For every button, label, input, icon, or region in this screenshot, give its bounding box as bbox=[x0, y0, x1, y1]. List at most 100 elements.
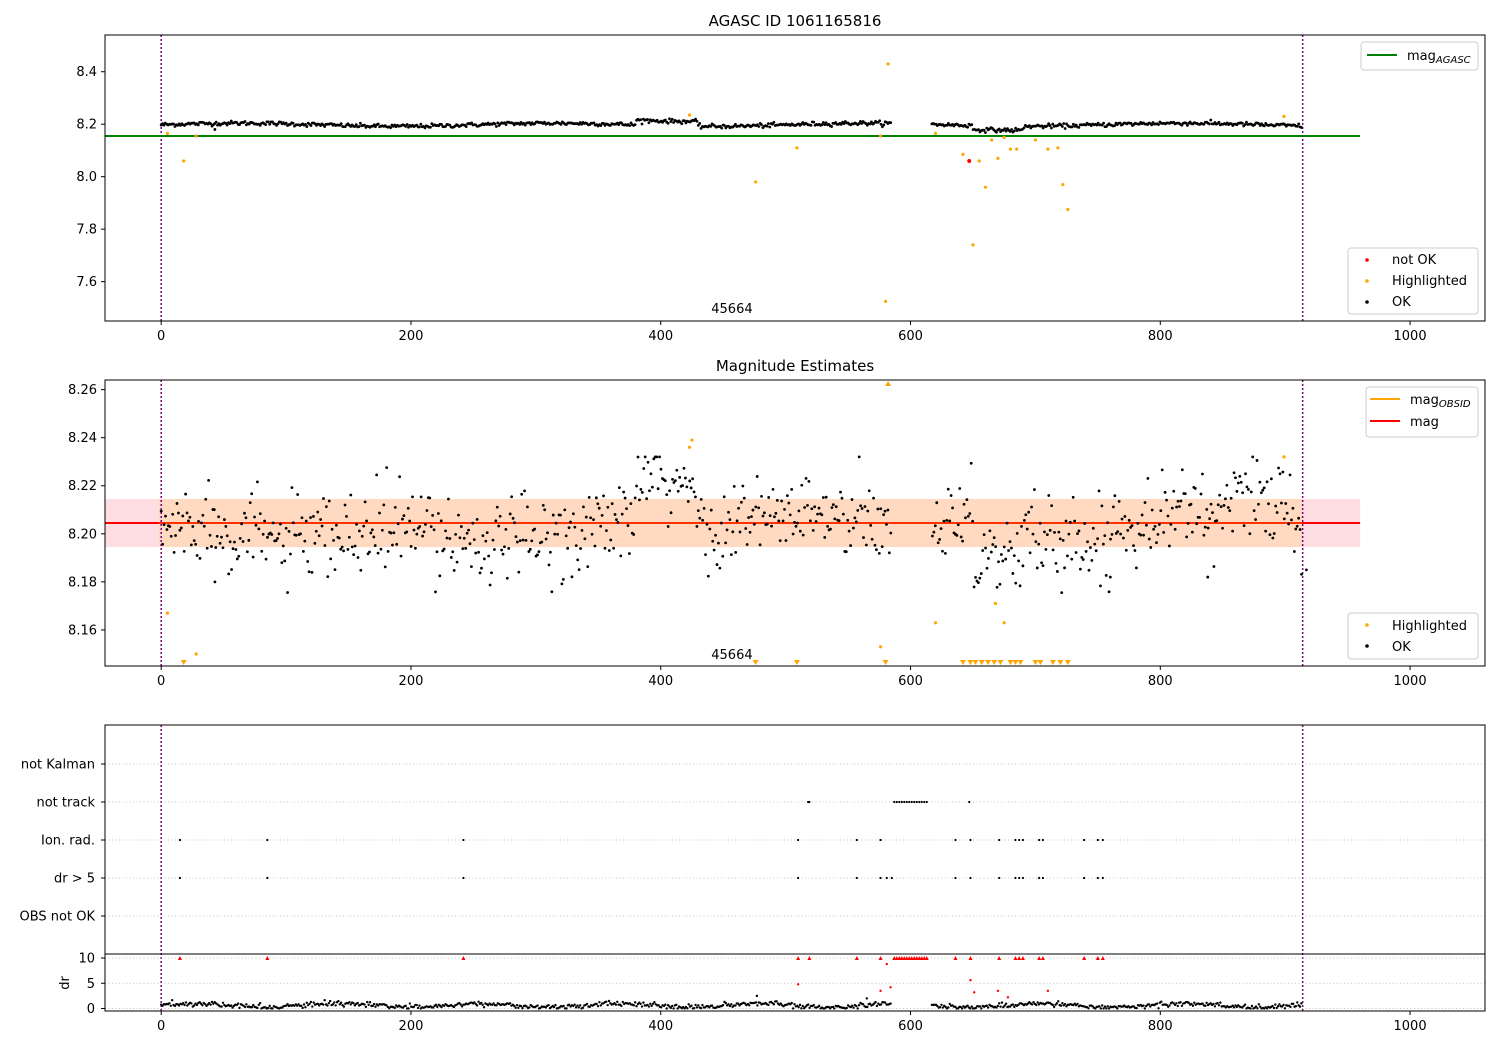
ok-point bbox=[1063, 127, 1067, 130]
dr-point bbox=[203, 1002, 207, 1006]
ok-point bbox=[419, 495, 423, 499]
ok-point bbox=[699, 126, 703, 130]
ok-point bbox=[1236, 481, 1240, 485]
ok-point bbox=[540, 540, 544, 544]
highlighted-point bbox=[754, 180, 758, 184]
ok-point bbox=[594, 496, 598, 500]
ok-point bbox=[1064, 519, 1068, 523]
ok-point bbox=[1071, 495, 1075, 499]
ok-point bbox=[639, 118, 643, 122]
dr-point bbox=[1061, 1002, 1064, 1005]
ok-point bbox=[868, 122, 872, 126]
ok-point bbox=[663, 118, 667, 122]
ok-point bbox=[271, 521, 275, 525]
ok-point bbox=[240, 522, 244, 526]
ok-point bbox=[187, 519, 190, 523]
dr-point bbox=[1298, 1005, 1302, 1008]
ok-point bbox=[1066, 554, 1069, 558]
dr-outlier-point bbox=[755, 994, 759, 998]
ok-point bbox=[1280, 501, 1283, 505]
ok-point bbox=[251, 555, 255, 559]
dr-point bbox=[1073, 1002, 1076, 1005]
below-range-marker bbox=[793, 660, 800, 665]
ok-point bbox=[168, 525, 172, 528]
dr-point bbox=[562, 1004, 565, 1008]
ok-point bbox=[395, 542, 399, 546]
highlighted-point bbox=[795, 146, 799, 150]
ok-point bbox=[268, 122, 272, 126]
x-tick-label: 800 bbox=[1148, 674, 1173, 689]
ok-point bbox=[666, 121, 670, 125]
dr-point bbox=[186, 1004, 189, 1007]
flag-point bbox=[998, 876, 1001, 880]
ok-point bbox=[1002, 545, 1006, 549]
dr-point bbox=[173, 1004, 177, 1008]
ok-point bbox=[378, 511, 381, 515]
ok-point bbox=[694, 117, 697, 121]
ok-point bbox=[374, 125, 377, 129]
dr-point bbox=[772, 1003, 776, 1006]
ok-point bbox=[543, 508, 547, 512]
ok-point bbox=[970, 123, 974, 127]
ok-point bbox=[1244, 472, 1247, 476]
dr-point bbox=[1235, 1005, 1239, 1009]
ok-point bbox=[623, 496, 627, 500]
ok-point bbox=[889, 121, 893, 125]
ok-point bbox=[808, 519, 812, 523]
highlighted-point bbox=[1002, 621, 1006, 625]
ok-point bbox=[1123, 515, 1127, 518]
highlighted-point bbox=[983, 185, 988, 189]
ok-point bbox=[666, 525, 670, 528]
ok-point bbox=[758, 543, 762, 547]
ok-point bbox=[530, 539, 534, 543]
ok-point bbox=[301, 549, 305, 553]
ok-point bbox=[773, 515, 776, 519]
ok-point bbox=[1209, 118, 1213, 122]
ok-point bbox=[1232, 471, 1236, 475]
ok-point bbox=[649, 472, 653, 476]
ok-point bbox=[370, 528, 374, 532]
dr-point bbox=[1008, 1005, 1012, 1008]
ok-point bbox=[935, 501, 939, 505]
ok-point bbox=[462, 536, 466, 540]
ok-point bbox=[704, 553, 707, 557]
ok-point bbox=[728, 518, 732, 522]
dr-point bbox=[754, 1001, 758, 1004]
dr-point bbox=[364, 1005, 368, 1009]
dr-point bbox=[1036, 1001, 1039, 1004]
dr-point bbox=[987, 1006, 990, 1009]
ok-point bbox=[312, 515, 315, 518]
dr-point bbox=[1168, 1004, 1171, 1007]
dr-point bbox=[1231, 1004, 1234, 1007]
dr-point bbox=[632, 1004, 635, 1007]
dr-point bbox=[477, 1000, 480, 1003]
ok-point bbox=[411, 495, 414, 499]
ok-point bbox=[669, 511, 673, 515]
ok-point bbox=[564, 534, 568, 538]
ok-point bbox=[1045, 533, 1049, 537]
ok-point bbox=[179, 526, 183, 530]
dr-point bbox=[1055, 1002, 1059, 1005]
flag-point bbox=[1014, 838, 1017, 842]
ok-point bbox=[1268, 533, 1272, 537]
ok-point bbox=[1272, 532, 1276, 535]
y-tick-label: 7.6 bbox=[76, 275, 97, 290]
ok-point bbox=[184, 492, 188, 496]
dr-point bbox=[574, 1006, 578, 1009]
ok-point bbox=[517, 570, 521, 574]
highlighted-point bbox=[687, 445, 692, 449]
ok-point bbox=[1218, 493, 1222, 497]
ok-point bbox=[245, 550, 249, 554]
ok-point bbox=[1031, 532, 1035, 536]
ok-point bbox=[281, 544, 285, 548]
ok-point bbox=[358, 121, 362, 125]
ok-point bbox=[1043, 530, 1046, 534]
dr-point bbox=[1165, 1003, 1168, 1007]
agasc-axes-frame bbox=[104, 34, 1486, 322]
dr-point bbox=[1275, 1006, 1278, 1010]
dr-capped-marker bbox=[1040, 956, 1045, 961]
dr-tick-label: 10 bbox=[78, 952, 95, 967]
dr-capped-marker bbox=[1100, 956, 1105, 961]
dr-point bbox=[727, 1003, 730, 1006]
